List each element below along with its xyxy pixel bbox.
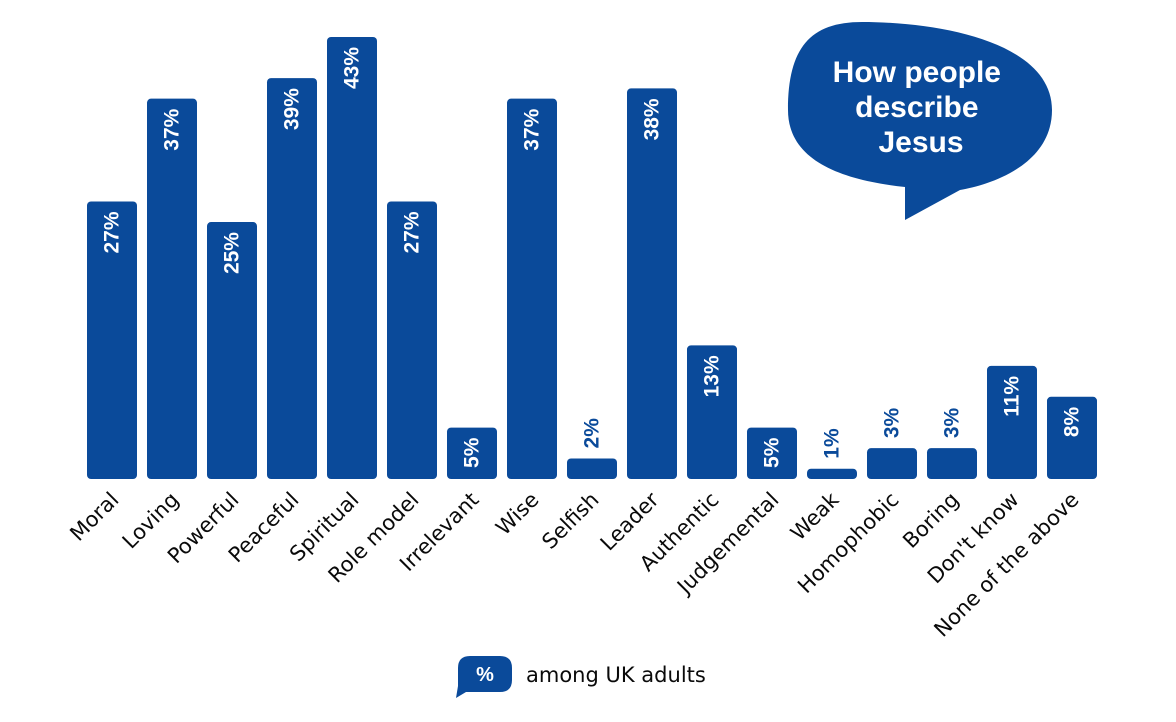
bar-1 [147,98,197,480]
title-line-1: How people [833,56,1001,89]
value-label-16: 8% [1061,406,1084,437]
bar-14 [927,448,977,479]
value-label-8: 2% [581,418,604,449]
category-label-12: Weak [786,487,844,545]
value-label-2: 25% [221,232,244,274]
bar-11 [747,427,797,479]
bar-12 [807,468,857,479]
category-label-11: Judgemental [671,488,783,600]
value-labels-group: 27% 37% 25% 39% 43% 27% 5% 37% 2% 38% 13% 5% 1% 3% 3% 1… [101,47,1084,468]
bar-0 [87,201,137,479]
value-label-3: 39% [281,88,304,130]
title-bubble: How people describe Jesus [788,22,1052,220]
value-label-9: 38% [641,98,664,140]
value-label-1: 37% [161,108,184,150]
bar-16 [1047,396,1097,479]
value-label-15: 11% [1001,376,1024,417]
category-label-8: Selfish [537,488,603,554]
legend: % among UK adults [456,656,706,698]
value-label-12: 1% [821,428,844,459]
bar-9 [627,88,677,479]
bar-3 [267,78,317,480]
svg-text:How people describe: How people describe Jesus [833,56,1010,159]
bars-group [87,37,1097,480]
value-label-5: 27% [401,211,424,253]
value-label-11: 5% [761,437,784,468]
legend-text: among UK adults [526,663,706,687]
value-label-7: 37% [521,108,544,150]
bar-4 [327,37,377,479]
title-line-2: describe [855,91,978,124]
category-labels-group: MoralLovingPowerfulPeacefulSpiritualRole… [65,487,1083,642]
bar-6 [447,427,497,479]
value-label-13: 3% [881,407,904,438]
bar-8 [567,458,617,479]
bar-5 [387,201,437,479]
legend-symbol: % [476,664,494,686]
bar-13 [867,448,917,479]
category-label-0: Moral [65,488,123,546]
bar-15 [987,365,1037,479]
value-label-4: 43% [341,47,364,89]
bar-10 [687,345,737,479]
value-label-10: 13% [701,355,724,397]
speech-bubble-shape [788,22,1052,220]
category-label-7: Wise [491,488,543,540]
bar-2 [207,222,257,479]
value-label-0: 27% [101,211,124,253]
percent-bubble-icon [456,656,512,698]
bar-7 [507,98,557,480]
value-label-14: 3% [941,407,964,438]
value-label-6: 5% [461,437,484,468]
title-line-3: Jesus [878,126,963,159]
